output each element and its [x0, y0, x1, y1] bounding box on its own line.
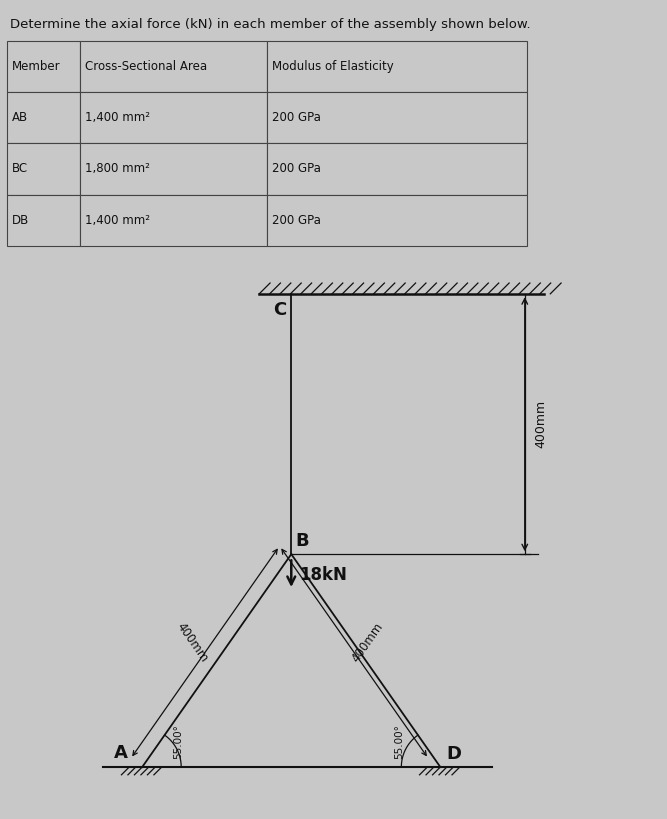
Text: B: B	[295, 532, 309, 550]
Text: 200 GPa: 200 GPa	[272, 111, 321, 124]
Text: Member: Member	[12, 60, 61, 73]
Text: 1,400 mm²: 1,400 mm²	[85, 111, 149, 124]
Bar	[79, 195, 267, 246]
Text: 55.00°: 55.00°	[173, 724, 183, 759]
Bar	[7, 195, 79, 246]
Bar	[79, 93, 267, 143]
Bar	[79, 41, 267, 93]
Text: 55.00°: 55.00°	[394, 724, 404, 759]
Bar	[267, 41, 527, 93]
Text: 200 GPa: 200 GPa	[272, 214, 321, 227]
Bar	[7, 93, 79, 143]
Bar	[79, 143, 267, 195]
Text: Determine the axial force (kN) in each member of the assembly shown below.: Determine the axial force (kN) in each m…	[10, 18, 531, 31]
Bar	[267, 195, 527, 246]
Text: 200 GPa: 200 GPa	[272, 162, 321, 175]
Text: 400mm: 400mm	[534, 400, 548, 448]
Text: Cross-Sectional Area: Cross-Sectional Area	[85, 60, 207, 73]
Text: 400mm: 400mm	[173, 620, 210, 665]
Bar	[267, 143, 527, 195]
Text: C: C	[273, 301, 286, 319]
Text: Modulus of Elasticity: Modulus of Elasticity	[272, 60, 394, 73]
Text: 1,400 mm²: 1,400 mm²	[85, 214, 149, 227]
Text: 18kN: 18kN	[299, 566, 347, 584]
Text: BC: BC	[12, 162, 28, 175]
Text: DB: DB	[12, 214, 29, 227]
Bar	[7, 41, 79, 93]
Text: D: D	[447, 745, 462, 763]
Bar	[267, 93, 527, 143]
Text: 400mm: 400mm	[349, 620, 386, 665]
Text: A: A	[114, 744, 128, 762]
Bar	[7, 143, 79, 195]
Text: 1,800 mm²: 1,800 mm²	[85, 162, 149, 175]
Text: AB: AB	[12, 111, 28, 124]
